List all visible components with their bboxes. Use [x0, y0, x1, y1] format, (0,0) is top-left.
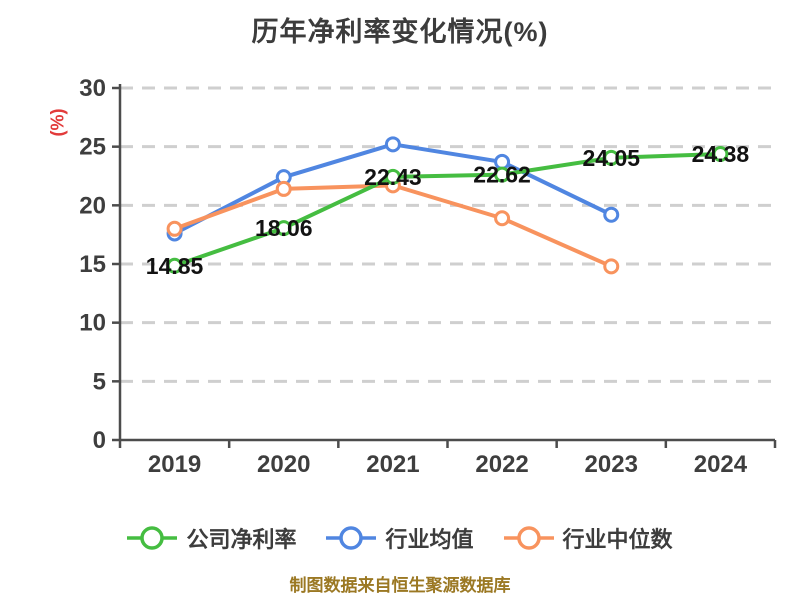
x-tick-label: 2019 — [148, 451, 201, 478]
y-tick-label: 10 — [79, 310, 106, 337]
company-net-margin-value-label: 14.85 — [146, 253, 204, 279]
legend-label-industry-average: 行业均值 — [385, 527, 474, 552]
industry-median-point — [494, 210, 511, 227]
legend-item-company-net-margin[interactable]: 公司净利率 — [127, 522, 296, 554]
x-tick-label: 2024 — [694, 451, 748, 478]
y-tick-label: 0 — [93, 427, 106, 454]
company-net-margin-value-label: 24.05 — [582, 145, 640, 171]
company-net-margin-point — [166, 257, 183, 274]
industry-median-point — [166, 220, 183, 237]
industry-average-point — [603, 206, 620, 223]
y-tick-label: 15 — [79, 251, 106, 278]
legend-label-industry-median: 行业中位数 — [562, 527, 673, 552]
company-net-margin-value-label: 22.43 — [364, 164, 422, 190]
y-tick-label: 30 — [79, 75, 106, 102]
company-net-margin-line — [172, 151, 723, 268]
industry-average-point — [384, 136, 401, 153]
y-tick-label: 25 — [79, 134, 106, 161]
legend-label-company-net-margin: 公司净利率 — [186, 527, 297, 552]
x-tick-label: 2022 — [475, 451, 528, 478]
company-net-margin-point — [603, 149, 620, 166]
source-note: 制图数据来自恒生聚源数据库 — [289, 576, 511, 595]
line-chart-canvas: 0 5 10 15 20 25 30 2019 2020 2021 2022 2023 2024 14.8… — [79, 75, 777, 478]
x-tick-label: 2023 — [585, 451, 638, 478]
industry-average-legend-marker-icon — [326, 526, 377, 550]
legend-item-industry-median[interactable]: 行业中位数 — [503, 522, 673, 554]
industry-median-point — [603, 258, 620, 275]
industry-median-point — [275, 180, 292, 197]
y-tick-label: 5 — [93, 368, 106, 395]
x-tick-label: 2020 — [257, 451, 310, 478]
legend-item-industry-average[interactable]: 行业均值 — [326, 522, 474, 554]
company-net-margin-point — [712, 145, 729, 162]
company-net-margin-point — [275, 220, 292, 237]
x-tick-label: 2021 — [366, 451, 419, 478]
y-tick-label: 20 — [79, 192, 106, 219]
chart-title: 历年净利率变化情况(%) — [251, 17, 549, 47]
company-net-margin-value-label: 18.06 — [255, 215, 313, 241]
company-net-margin-legend-marker-icon — [127, 526, 178, 550]
industry-median-legend-marker-icon — [503, 526, 554, 550]
company-net-margin-point — [384, 168, 401, 185]
company-net-margin-value-label: 24.38 — [692, 141, 750, 167]
company-net-margin-value-label: 22.62 — [473, 162, 531, 188]
company-net-margin-point — [494, 166, 511, 183]
chart-legend: 公司净利率 行业均值 行业中位数 — [0, 522, 800, 554]
